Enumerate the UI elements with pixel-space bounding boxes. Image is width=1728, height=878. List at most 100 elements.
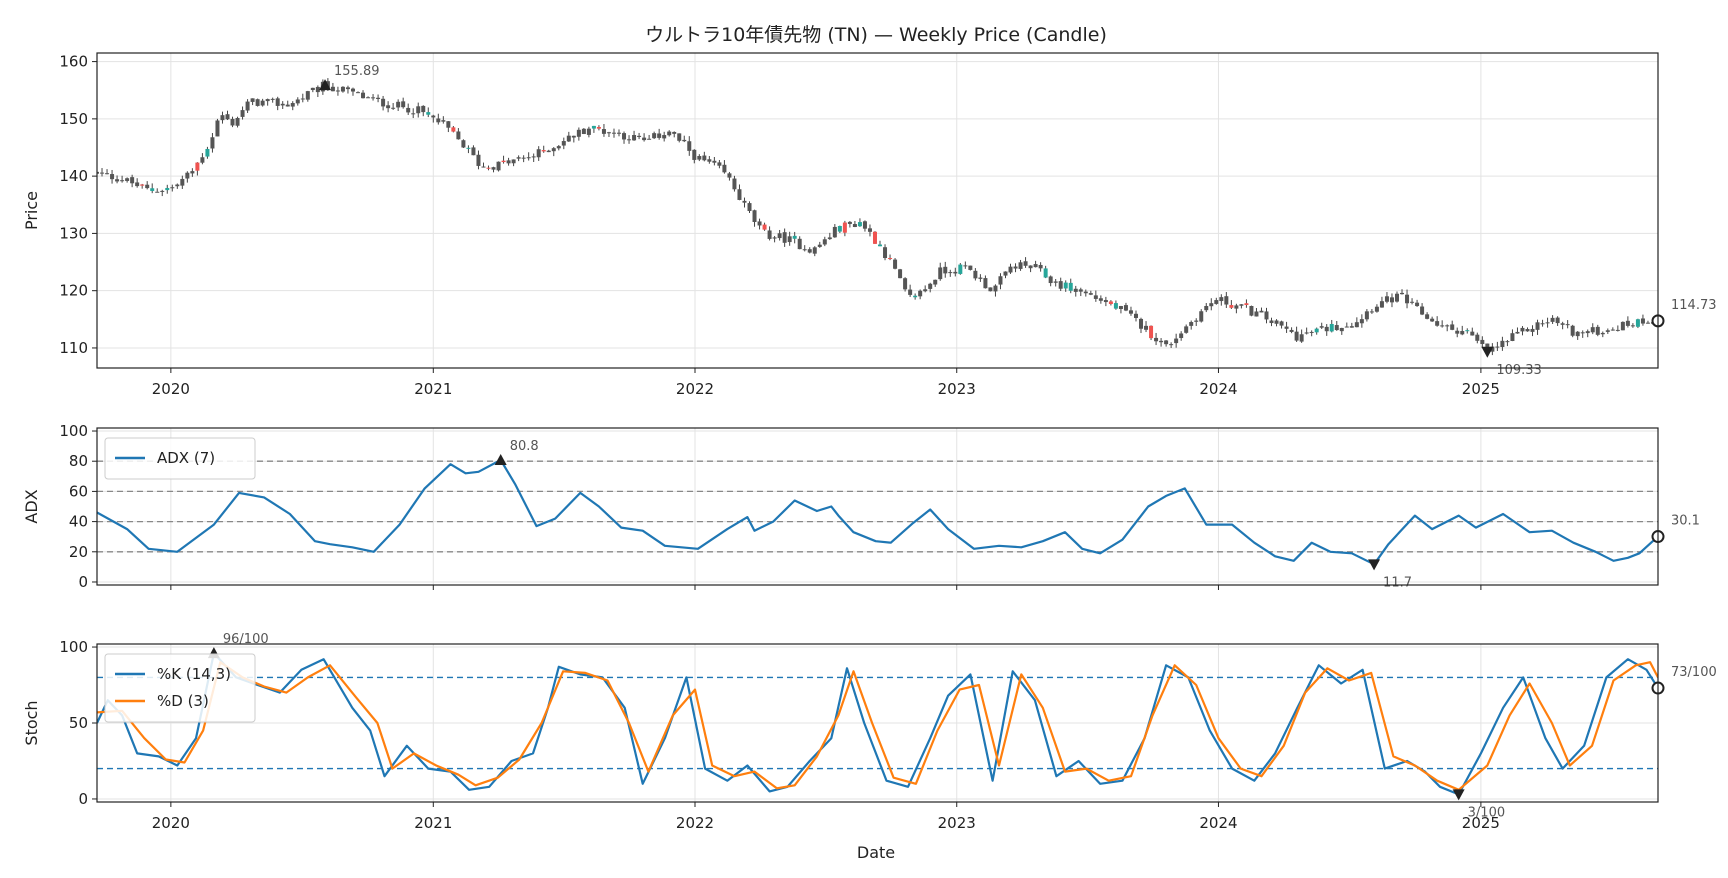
candle-body <box>898 269 903 279</box>
annotation-label: 3/100 <box>1468 805 1505 820</box>
candle-body <box>1405 294 1410 304</box>
candle-body <box>130 177 135 184</box>
candle-body <box>933 279 938 285</box>
candle-body <box>406 107 411 113</box>
candle-body <box>1605 330 1610 332</box>
candle-body <box>526 157 531 159</box>
candle-body <box>1284 326 1289 329</box>
candle-body <box>1460 331 1465 335</box>
candle-body <box>1540 323 1545 325</box>
candle-body <box>245 101 250 111</box>
annotation-label: 109.33 <box>1496 363 1542 378</box>
candle-body <box>978 277 983 279</box>
candle-body <box>622 133 627 140</box>
candle-body <box>556 146 561 149</box>
candle-body <box>1324 326 1329 332</box>
candle-body <box>1194 320 1199 322</box>
candle-body <box>1309 331 1314 333</box>
candle-body <box>1123 305 1128 311</box>
candle-body <box>1510 333 1515 342</box>
candle-body <box>150 188 155 191</box>
candle-body <box>295 99 300 104</box>
y-tick-label: 100 <box>59 638 88 656</box>
candle-body <box>596 127 601 129</box>
candle-body <box>857 222 862 227</box>
candle-body <box>546 150 551 153</box>
candle-body <box>1023 261 1028 266</box>
chart-panels: 2020 2021 2022 2023 2024 2025 110 120 130 140 150 1… <box>22 52 1717 832</box>
x-tick-label: 2025 <box>1462 380 1500 398</box>
candle-body <box>717 162 722 166</box>
candle-body <box>175 184 180 187</box>
candle-body <box>1640 318 1645 324</box>
candle-body <box>662 135 667 139</box>
x-axis-label: Date <box>857 843 895 862</box>
candle-body <box>576 129 581 137</box>
candle-body <box>1555 317 1560 324</box>
candle-body <box>601 129 606 134</box>
candle-body <box>225 114 230 120</box>
y-tick-label: 60 <box>69 482 88 500</box>
min-marker <box>1481 346 1494 358</box>
candle-body <box>822 239 827 245</box>
candle-body <box>1435 321 1440 326</box>
candle-body <box>1625 320 1630 326</box>
candle-body <box>591 125 596 129</box>
candle-body <box>1048 276 1053 284</box>
candle-body <box>451 127 456 132</box>
candle-body <box>752 210 757 222</box>
candle-body <box>707 159 712 162</box>
plot-area <box>97 78 1658 356</box>
candle-body <box>195 162 200 171</box>
candle-body <box>918 290 923 297</box>
candle-body <box>356 92 361 94</box>
candle-body <box>1264 311 1269 320</box>
candle-body <box>1299 334 1304 342</box>
candle-body <box>1560 323 1565 325</box>
candle-body <box>782 232 787 243</box>
candle-body <box>1465 330 1470 332</box>
candle-body <box>340 86 345 92</box>
candle-body <box>817 244 822 247</box>
candle-body <box>1254 311 1259 317</box>
candle-body <box>275 98 280 106</box>
candle-body <box>807 249 812 253</box>
candle-body <box>988 287 993 292</box>
candle-body <box>913 295 918 298</box>
x-tick-label: 2024 <box>1199 380 1237 398</box>
candle-body <box>105 173 110 175</box>
y-tick-label: 130 <box>59 224 88 242</box>
candle-body <box>732 178 737 190</box>
candle-body <box>657 133 662 138</box>
x-tick-label: 2023 <box>938 380 976 398</box>
candle-body <box>1204 305 1209 311</box>
candle-body <box>361 92 366 99</box>
candle-body <box>893 259 898 269</box>
candle-body <box>230 118 235 126</box>
candle-body <box>115 179 120 182</box>
candle-body <box>371 97 376 99</box>
candle-body <box>1595 326 1600 335</box>
candle-body <box>727 173 732 178</box>
candle-body <box>767 230 772 239</box>
candle-body <box>903 278 908 290</box>
candle-body <box>702 155 707 161</box>
candle-body <box>1174 338 1179 344</box>
candle-body <box>1590 327 1595 333</box>
candle-body <box>682 139 687 142</box>
chart-title: ウルトラ10年債先物 (TN) — Weekly Price (Candle) <box>645 24 1107 46</box>
candle-body <box>396 101 401 108</box>
x-tick-label: 2021 <box>414 380 452 398</box>
candle-body <box>1058 281 1063 289</box>
candle-body <box>155 191 160 193</box>
candle-body <box>1149 325 1154 339</box>
series-line <box>97 458 1658 566</box>
candle-body <box>1410 301 1415 303</box>
candle-body <box>1364 311 1369 320</box>
candle-body <box>837 225 842 232</box>
candle-body <box>521 157 526 159</box>
y-tick-label: 0 <box>78 790 88 808</box>
y-axis-label: Stoch <box>22 700 41 745</box>
candle-body <box>797 238 802 250</box>
